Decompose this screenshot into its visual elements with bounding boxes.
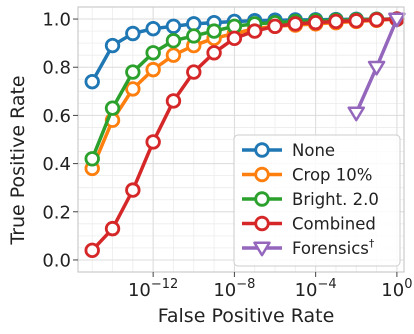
data-point [125,64,141,80]
legend-marker [254,142,270,158]
data-point [145,20,161,37]
data-point [104,220,121,237]
legend-label: Forensics† [292,237,375,258]
legend-marker [253,241,271,257]
data-point [226,30,243,47]
legend-marker [254,166,270,183]
x-tick-label: 10−12 [128,277,178,301]
data-point [186,28,202,44]
data-point [348,13,364,29]
data-point [145,61,161,78]
data-point [206,23,222,39]
data-point [186,64,202,80]
y-axis-label: True Positive Rate [7,75,29,245]
legend-label: None [292,141,335,160]
data-point [347,106,366,122]
data-point [287,16,304,32]
data-point [307,14,324,31]
legend-label: Combined [292,215,376,234]
y-tick-label: 0.6 [42,106,71,127]
series-forensics [347,12,406,122]
legend: None Crop 10% Bright. 2.0 Combined Forensics… [233,134,401,267]
data-point [165,18,182,34]
x-axis-label: False Positive Rate [158,305,335,327]
data-point [84,73,100,90]
data-point [368,12,385,28]
legend-marker [254,191,270,207]
data-point [328,13,344,30]
plot-frame [77,6,405,273]
x-tick-label: 100 [381,277,412,301]
legend-item: None [242,141,335,160]
data-point [125,81,141,97]
y-axis-ticks: 0.0 0.2 0.4 0.6 0.8 1.0 [42,10,78,271]
legend-marker [254,215,270,232]
x-tick-label: 10−8 [213,277,255,301]
data-point [206,45,222,61]
y-tick-label: 0.0 [42,250,71,271]
data-point [165,93,182,109]
y-tick-label: 1.0 [42,10,71,31]
x-axis-ticks: 10−12 10−8 10−4 100 [128,272,412,301]
series-layer [84,11,406,259]
data-point [165,33,182,49]
legend-item: Crop 10% [242,166,372,185]
data-point [247,23,263,39]
data-point [104,37,121,54]
legend-label: Bright. 2.0 [292,190,379,209]
data-point [267,18,283,34]
data-point [104,100,121,116]
data-point [367,60,386,76]
legend-box [233,134,401,267]
y-tick-label: 0.4 [42,154,71,175]
data-point [145,134,161,150]
series-line [90,17,397,252]
data-point [125,25,141,42]
data-point [125,182,141,198]
data-point [388,12,406,28]
legend-item: Forensics† [242,237,375,258]
data-point [165,47,182,63]
data-point [145,45,161,61]
y-tick-label: 0.8 [42,58,71,79]
data-point [84,242,100,259]
y-tick-label: 0.2 [42,202,71,223]
legend-item: Bright. 2.0 [242,190,379,209]
data-point [84,151,100,167]
legend-item: Combined [242,215,376,234]
legend-label: Crop 10% [292,166,372,185]
x-tick-label: 10−4 [295,277,337,301]
